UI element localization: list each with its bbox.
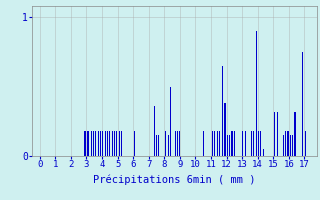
Bar: [219, 131, 220, 156]
Bar: [114, 131, 115, 156]
Bar: [290, 135, 291, 156]
Bar: [302, 52, 303, 156]
Bar: [212, 131, 213, 156]
Bar: [227, 135, 228, 156]
Bar: [170, 87, 171, 156]
Bar: [105, 131, 106, 156]
Bar: [93, 131, 94, 156]
Bar: [102, 131, 103, 156]
Bar: [294, 112, 296, 156]
Bar: [305, 131, 306, 156]
Bar: [165, 131, 166, 156]
Bar: [88, 131, 89, 156]
Bar: [251, 131, 252, 156]
Bar: [98, 131, 99, 156]
Bar: [258, 131, 259, 156]
Bar: [276, 112, 278, 156]
Bar: [84, 131, 85, 156]
Bar: [168, 135, 169, 156]
Bar: [156, 135, 157, 156]
Bar: [242, 131, 244, 156]
Bar: [121, 131, 122, 156]
Bar: [87, 131, 88, 156]
Bar: [85, 131, 86, 156]
Bar: [95, 131, 96, 156]
Bar: [109, 131, 110, 156]
Bar: [222, 66, 223, 156]
Bar: [217, 131, 218, 156]
Bar: [154, 106, 155, 156]
Bar: [253, 131, 254, 156]
Bar: [263, 149, 264, 156]
Bar: [260, 131, 261, 156]
Bar: [116, 131, 117, 156]
Bar: [179, 131, 180, 156]
Bar: [229, 135, 230, 156]
Bar: [175, 131, 176, 156]
Bar: [214, 131, 215, 156]
Bar: [112, 131, 113, 156]
Bar: [100, 131, 101, 156]
Bar: [107, 131, 108, 156]
Bar: [224, 103, 226, 156]
Bar: [234, 131, 235, 156]
Bar: [287, 131, 289, 156]
Bar: [231, 131, 233, 156]
Bar: [285, 131, 286, 156]
Bar: [274, 112, 275, 156]
Bar: [177, 131, 178, 156]
Bar: [256, 31, 257, 156]
Bar: [119, 131, 120, 156]
Bar: [203, 131, 204, 156]
Bar: [134, 131, 135, 156]
Bar: [283, 135, 284, 156]
Bar: [158, 135, 159, 156]
Bar: [91, 131, 92, 156]
Bar: [292, 135, 293, 156]
Bar: [245, 131, 246, 156]
X-axis label: Précipitations 6min ( mm ): Précipitations 6min ( mm ): [93, 175, 256, 185]
